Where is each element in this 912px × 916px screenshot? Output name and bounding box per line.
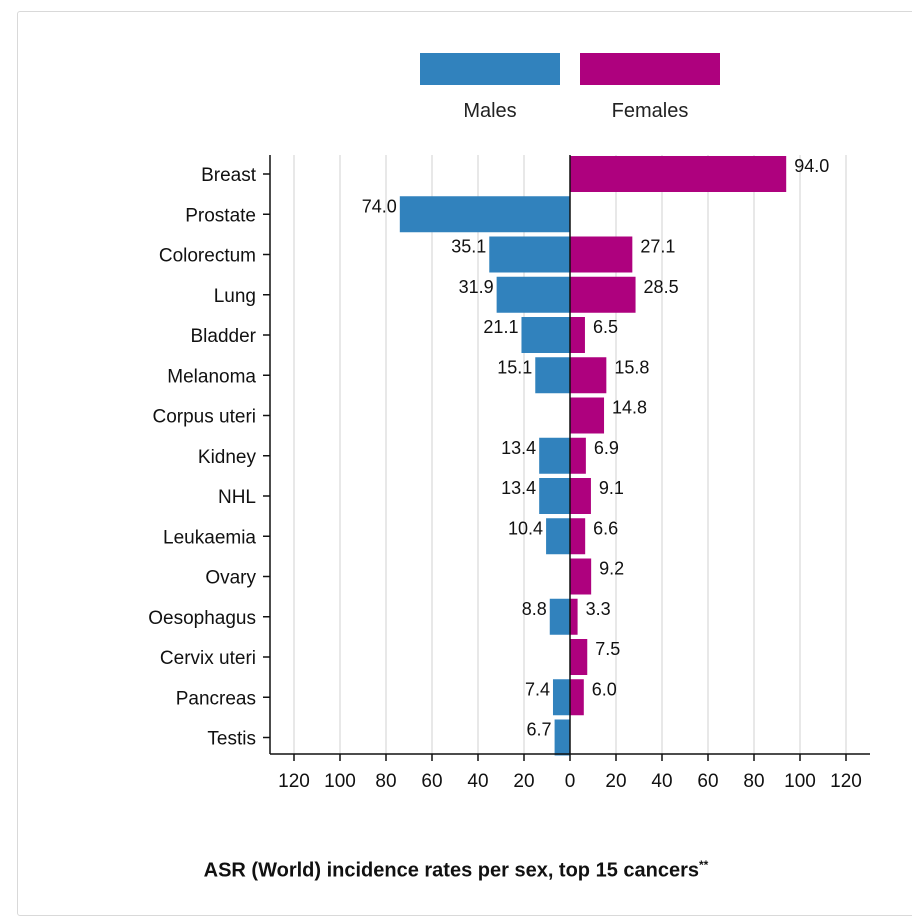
y-tick-label: Oesophagus	[148, 608, 256, 629]
data-label-females: 9.1	[599, 478, 624, 498]
legend-label-males: Males	[463, 100, 517, 122]
y-tick-label: Kidney	[198, 447, 257, 468]
y-tick-label: Colorectum	[159, 246, 256, 267]
data-label-females: 6.5	[593, 317, 618, 337]
data-label-females: 27.1	[640, 237, 675, 257]
data-label-females: 94.0	[794, 156, 829, 176]
bar-females	[570, 357, 607, 394]
x-tick-label: 60	[697, 771, 718, 792]
bar-females	[570, 156, 787, 192]
x-tick-label: 0	[565, 771, 576, 792]
data-label-females: 15.8	[614, 357, 649, 377]
data-label-females: 6.9	[594, 438, 619, 458]
data-label-females: 28.5	[644, 277, 679, 297]
data-label-males: 10.4	[508, 518, 543, 538]
x-tick-label: 120	[830, 771, 862, 792]
y-tick-label: Prostate	[185, 205, 256, 226]
bar-males	[549, 598, 570, 635]
y-tick-label: NHL	[218, 487, 256, 508]
data-label-males: 15.1	[497, 357, 532, 377]
bar-males	[489, 236, 570, 273]
bar-males	[554, 719, 570, 756]
bar-females	[570, 639, 588, 675]
data-label-males: 35.1	[451, 237, 486, 257]
x-tick-label: 100	[784, 771, 816, 792]
data-label-females: 7.5	[595, 639, 620, 659]
chart-title-text: ASR (World) incidence rates per sex, top…	[203, 859, 700, 882]
x-tick-label: 80	[743, 771, 764, 792]
data-label-males: 13.4	[501, 478, 536, 498]
data-label-males: 7.4	[525, 679, 550, 699]
y-tick-label: Ovary	[205, 568, 256, 589]
y-tick-label: Pancreas	[176, 688, 256, 709]
y-tick-label: Testis	[207, 729, 256, 750]
data-label-females: 6.0	[592, 679, 617, 699]
x-tick-label: 100	[324, 771, 356, 792]
data-label-females: 9.2	[599, 559, 624, 579]
bar-females	[570, 317, 585, 353]
y-tick-label: Leukaemia	[163, 527, 256, 548]
bar-males	[496, 276, 570, 313]
bar-females	[570, 397, 605, 434]
bar-males	[399, 196, 570, 233]
x-tick-label: 40	[467, 771, 488, 792]
x-tick-label: 120	[278, 771, 310, 792]
bar-females	[570, 558, 592, 595]
bar-females	[570, 276, 636, 313]
bar-females	[570, 598, 578, 635]
bar-males	[521, 317, 570, 353]
data-label-males: 21.1	[483, 317, 518, 337]
y-tick-label: Breast	[201, 165, 257, 186]
x-tick-label: 80	[375, 771, 396, 792]
bar-females	[570, 437, 586, 474]
y-tick-label: Bladder	[191, 326, 257, 347]
chart-title: ASR (World) incidence rates per sex, top…	[0, 858, 912, 883]
bar-females	[570, 236, 633, 273]
bar-males	[535, 357, 570, 394]
x-tick-label: 40	[651, 771, 672, 792]
bar-males	[552, 679, 570, 716]
legend-swatch-males	[420, 53, 560, 85]
bar-males	[546, 518, 570, 555]
bar-females	[570, 518, 586, 555]
bar-females	[570, 478, 591, 514]
bar-females	[570, 679, 584, 716]
data-label-females: 14.8	[612, 398, 647, 418]
bar-males	[539, 437, 570, 474]
data-label-males: 6.7	[527, 720, 552, 740]
y-tick-label: Melanoma	[167, 366, 256, 387]
data-label-males: 31.9	[459, 277, 494, 297]
data-label-females: 6.6	[593, 518, 618, 538]
data-label-males: 8.8	[522, 599, 547, 619]
x-tick-label: 60	[421, 771, 442, 792]
x-tick-label: 20	[605, 771, 626, 792]
data-label-males: 13.4	[501, 438, 536, 458]
y-tick-label: Corpus uteri	[153, 407, 257, 428]
data-label-females: 3.3	[586, 599, 611, 619]
y-tick-label: Lung	[214, 286, 256, 307]
data-label-males: 74.0	[362, 196, 397, 216]
chart-title-footnote-mark: **	[699, 858, 709, 872]
legend-swatch-females	[580, 53, 720, 85]
x-tick-label: 20	[513, 771, 534, 792]
legend-label-females: Females	[611, 100, 689, 122]
bar-males	[539, 478, 570, 514]
y-tick-label: Cervix uteri	[160, 648, 256, 669]
